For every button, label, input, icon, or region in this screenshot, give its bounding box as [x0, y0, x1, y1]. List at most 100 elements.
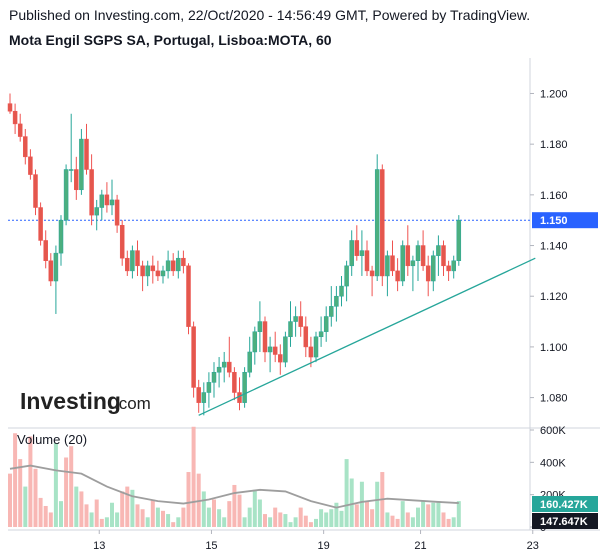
- candle: [119, 220, 125, 266]
- candle: [380, 164, 385, 287]
- candle-body: [196, 387, 201, 403]
- candle: [364, 240, 370, 276]
- candle: [104, 182, 110, 213]
- volume-bar: [23, 486, 28, 527]
- volume-bar: [161, 510, 165, 527]
- candle: [28, 149, 33, 180]
- volume-bar: [232, 484, 237, 527]
- volume-bar: [247, 507, 252, 527]
- volume-bar: [84, 504, 89, 527]
- volume-bar: [344, 459, 349, 527]
- logo-suffix: .com: [114, 394, 151, 413]
- candle: [211, 362, 217, 398]
- candle-body: [145, 265, 150, 277]
- volume-bar: [293, 517, 298, 527]
- candle: [323, 306, 329, 342]
- volume-bar: [130, 489, 135, 527]
- volume-bar: [89, 512, 94, 527]
- volume-bar: [150, 499, 155, 527]
- candle: [186, 263, 191, 335]
- candle-body: [227, 361, 232, 373]
- candle: [176, 250, 181, 279]
- candle-body: [369, 270, 375, 277]
- candle-body: [135, 250, 140, 267]
- volume-bar: [74, 486, 79, 527]
- candle-body: [431, 255, 436, 282]
- candle-body: [79, 138, 84, 191]
- volume-bar: [120, 491, 125, 527]
- volume-bar: [181, 507, 186, 527]
- candle-body: [446, 265, 451, 272]
- volume-bar: [176, 517, 181, 527]
- investing-logo: Investing .com: [20, 388, 151, 414]
- candle-body: [257, 321, 263, 332]
- volume-bar: [18, 459, 23, 527]
- volume-tick-label: 400K: [540, 457, 566, 469]
- candle: [181, 250, 186, 274]
- candle-body: [400, 245, 405, 282]
- candle: [221, 351, 227, 383]
- price-tick-label: 1.140: [540, 241, 568, 253]
- candle: [303, 316, 309, 358]
- volume-bar: [288, 522, 293, 527]
- candle-body: [170, 260, 176, 272]
- candle-body: [425, 265, 431, 282]
- candle: [38, 202, 43, 246]
- candle-body: [28, 156, 33, 175]
- candle: [135, 240, 140, 276]
- volume-bar: [365, 501, 369, 527]
- candle: [196, 379, 201, 413]
- logo-text: Investing: [20, 388, 121, 414]
- volume-bar: [390, 515, 395, 527]
- volume-bar: [426, 504, 431, 527]
- volume-bar: [227, 501, 232, 527]
- volume-bar: [329, 509, 334, 527]
- candle-body: [94, 207, 99, 216]
- candle: [257, 301, 263, 352]
- candle: [354, 225, 360, 261]
- volume-bar: [140, 509, 145, 527]
- volume-bar: [257, 499, 262, 527]
- volume-bar: [314, 518, 318, 527]
- volume-tick-label: 600K: [540, 425, 566, 437]
- candle-body: [191, 326, 196, 388]
- candle-body: [247, 351, 252, 373]
- candle-body: [119, 225, 125, 259]
- candle-body: [359, 250, 365, 256]
- candle-body: [33, 174, 38, 208]
- candle-body: [186, 265, 191, 327]
- volume-bar: [43, 505, 48, 527]
- candle-body: [221, 361, 227, 368]
- volume-bar: [456, 501, 461, 527]
- candle-body: [334, 295, 339, 307]
- volume-ma-tag: 147.647K: [532, 513, 598, 529]
- volume-value-tag: 160.427K: [532, 496, 598, 512]
- candle: [145, 260, 150, 287]
- volume-bar: [217, 509, 222, 527]
- volume-bar: [339, 510, 344, 527]
- time-tick-label: 15: [205, 540, 217, 552]
- candle-body: [395, 270, 400, 282]
- candle: [43, 230, 48, 269]
- price-tick-label: 1.100: [540, 342, 568, 354]
- candle: [410, 255, 416, 292]
- candle-body: [232, 371, 237, 393]
- volume-bar: [59, 501, 63, 527]
- candle-body: [329, 306, 334, 317]
- candle: [114, 194, 120, 233]
- last-price-tag: 1.150: [532, 212, 598, 229]
- candle-body: [130, 250, 135, 272]
- time-tick-label: 13: [93, 540, 105, 552]
- volume-ma-tag-bg: [532, 513, 598, 529]
- candle-body: [104, 194, 110, 206]
- candle: [109, 179, 115, 216]
- price-tick-label: 1.200: [540, 88, 568, 100]
- volume-bar: [69, 446, 74, 527]
- candle-body: [17, 123, 23, 137]
- candle: [206, 372, 212, 408]
- candle: [165, 250, 171, 279]
- candle: [160, 265, 166, 284]
- candle-body: [216, 366, 222, 373]
- candle-body: [125, 257, 130, 272]
